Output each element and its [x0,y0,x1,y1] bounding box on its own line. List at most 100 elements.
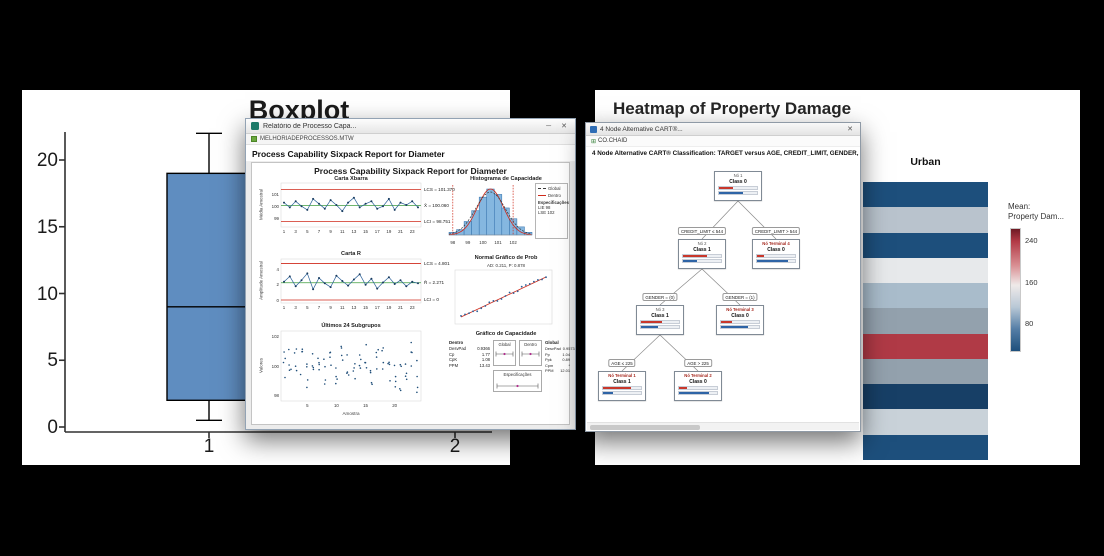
node-bar-red [756,253,796,258]
xbar-center-label: X̄ = 100.060 [424,202,449,208]
r-ytick: 2 [276,282,279,288]
tree-node-t1[interactable]: Nó Terminal 1 Class 1 [598,371,646,401]
sixpack-graph: Process Capability Sixpack Report for Di… [251,162,575,425]
node-bar-red [718,185,758,190]
tree-node-t4[interactable]: Nó Terminal 3 Class 0 [716,305,764,335]
document-icon [251,122,259,130]
legend-entries: Global Dentro [538,186,565,198]
xbar-xtick: 9 [329,229,332,234]
node-bar-blue [682,258,722,263]
window-titlebar[interactable]: Relatório de Processo Capa... ─ ✕ [246,119,575,134]
sub-ytick: 98 [274,392,279,398]
node-class-label: Class 0 [689,378,707,385]
node-bar-blue [602,390,642,395]
overall-stat-value: * [568,362,570,368]
xbar-xtick: 15 [363,229,368,234]
node-bar-red [602,385,642,390]
capbox-within-title: Dentro [524,342,537,347]
split-label-s3r: AGE > 225 [684,359,712,367]
worksheet-tabbar: MELHORIADEPROCESSOS.MTW [246,134,575,145]
xbar-xtick: 21 [398,229,403,234]
node-bar-red [720,319,760,324]
r-xtick: 5 [306,305,309,310]
capbox-specs-title: Especificações [503,372,532,377]
xbar-ytick: 101 [271,191,279,197]
minimize-button[interactable]: ─ [546,122,552,130]
tree-node-n2[interactable]: Nó 2 Class 1 [678,239,726,269]
overall-stat-value: 12.01 [560,368,570,374]
node-title: Nó Terminal 4 [762,241,790,246]
node-title: Nó Terminal 2 [684,373,712,378]
node-bar-red [678,385,718,390]
within-stat-value: 1.77 [481,351,490,357]
r-lcl-label: LCI = 0 [424,297,439,303]
close-button[interactable]: ✕ [847,125,853,133]
probplot-chart [454,269,553,325]
node-class-label: Class 0 [731,312,749,319]
within-stat-value: 1.08 [481,357,490,363]
heatmap-cell-0 [863,182,988,208]
overall-stat-label: Pp [545,351,550,357]
worksheet-tab[interactable]: MELHORIADEPROCESSOS.MTW [260,136,354,142]
split-label-s1l: CREDIT_LIMIT ≤ 544 [677,227,727,235]
r-xtick: 23 [409,305,415,310]
legend-label: Global [548,186,561,191]
capbox-global-interval [495,351,514,357]
r-chart-title: Carta R [341,251,361,257]
xbar-xtick: 1 [282,229,286,234]
horizontal-scrollbar[interactable] [587,422,859,430]
navigator-row[interactable]: ⊞ CO.CHAID [586,136,860,147]
tree-node-n3[interactable]: Nó Terminal 4 Class 0 [752,239,800,269]
overall-stat-value: 1.04 [562,351,570,357]
legend-label: Dentro [548,192,561,198]
tree-node-n4[interactable]: Nó 3 Class 1 [636,305,684,335]
xbar-lcl-label: LCI = 98.751 [424,218,451,224]
sub-ytick: 102 [271,334,279,340]
window-titlebar[interactable]: 4 Node Alternative CART®... ✕ [586,123,860,136]
subgroups-xlabel: Amostra [342,411,360,416]
sub-ytick: 100 [271,363,279,369]
within-stat-label: DesvPad [449,346,466,351]
hist-xtick: 98 [450,240,456,245]
within-stat-value: 13.43 [479,362,490,368]
boxplot-xtick-2: 2 [449,436,461,457]
heatmap-cell-1 [863,207,988,233]
heatmap-title: Heatmap of Property Damage [613,99,852,118]
scrollbar-thumb[interactable] [590,424,700,430]
close-button[interactable]: ✕ [561,122,567,130]
boxplot-ytick-10: 10 [36,284,58,305]
xbar-chart [280,182,422,228]
r-ylabel: Amplitude Amostral [258,261,264,300]
window-title: 4 Node Alternative CART®... [600,125,683,133]
window-title: Relatório de Processo Capa... [263,122,357,130]
sub-xtick: 20 [392,403,398,408]
tree-node-root[interactable]: Nó 1 Class 0 [714,171,762,201]
overall-stat: PPM 12.01 [545,368,570,374]
histogram-chart [448,185,533,236]
navigator-label[interactable]: CO.CHAID [598,138,628,144]
r-chart [280,258,422,304]
boxplot-xtick-1: 1 [203,436,215,457]
subgroups-chart [280,330,422,402]
heatmap-cell-9 [863,409,988,435]
hist-xtick: 99 [465,240,471,245]
tree-node-t2[interactable]: Nó Terminal 2 Class 0 [674,371,722,401]
r-xtick: 3 [294,305,297,310]
tree-expand-icon[interactable]: ⊞ [591,138,597,145]
split-label-s2l: GENDER = (0) [642,293,678,301]
hist-xtick: 101 [494,240,502,245]
node-bar-blue [678,390,718,395]
capbox-global-title: Global [498,342,511,347]
within-stats: Dentro DesvPad 0.9366 Cp 1.77 CpK 1.08 PPM 13.4… [449,340,490,368]
split-label-s1r: CREDIT_LIMIT > 544 [751,227,801,235]
within-stat: Cp 1.77 [449,352,490,358]
node-title: Nó 3 [655,307,665,312]
specs-title: Especificações [538,199,570,205]
overall-stats: Global DesvPad 0.9573 Pp 1.04 Ppk 0.89 Cpm * PPM… [545,340,575,374]
heatmap-cell-5 [863,308,988,334]
within-stat: CpK 1.08 [449,357,490,363]
capbox-global: Global [493,340,516,366]
r-ucl-label: LCS = 4.801 [424,260,450,266]
within-stat-value: 0.9366 [477,346,490,351]
